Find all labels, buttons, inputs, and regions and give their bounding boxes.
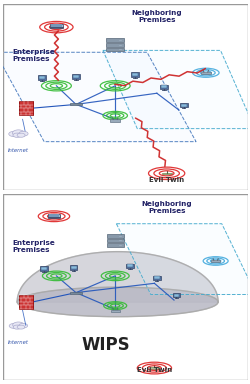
FancyBboxPatch shape [49, 214, 59, 217]
FancyBboxPatch shape [106, 43, 124, 47]
FancyBboxPatch shape [174, 294, 179, 297]
FancyBboxPatch shape [154, 276, 160, 279]
Ellipse shape [13, 133, 21, 137]
FancyBboxPatch shape [70, 103, 82, 105]
Ellipse shape [13, 322, 24, 328]
FancyBboxPatch shape [162, 173, 172, 174]
FancyBboxPatch shape [2, 4, 248, 190]
Text: Evil Twin: Evil Twin [149, 177, 184, 183]
Text: Enterprise
Premises: Enterprise Premises [12, 48, 55, 61]
FancyBboxPatch shape [40, 266, 48, 271]
FancyBboxPatch shape [201, 72, 211, 74]
FancyBboxPatch shape [38, 75, 46, 80]
FancyBboxPatch shape [70, 292, 82, 294]
FancyBboxPatch shape [107, 234, 124, 238]
FancyBboxPatch shape [106, 48, 124, 51]
FancyBboxPatch shape [180, 103, 188, 108]
FancyBboxPatch shape [110, 119, 120, 122]
Text: Evil Twin: Evil Twin [137, 367, 172, 373]
FancyBboxPatch shape [2, 194, 248, 380]
Ellipse shape [19, 323, 28, 328]
FancyBboxPatch shape [160, 84, 168, 89]
Text: WIPS: WIPS [81, 336, 130, 354]
FancyBboxPatch shape [41, 267, 47, 270]
FancyBboxPatch shape [38, 76, 45, 79]
FancyBboxPatch shape [127, 264, 133, 267]
Polygon shape [17, 252, 218, 302]
FancyBboxPatch shape [70, 265, 78, 270]
Text: Neighboring
Premises: Neighboring Premises [132, 10, 182, 23]
FancyBboxPatch shape [173, 293, 180, 297]
FancyBboxPatch shape [161, 85, 167, 88]
Ellipse shape [12, 130, 24, 136]
FancyBboxPatch shape [131, 73, 139, 77]
FancyBboxPatch shape [153, 276, 160, 280]
Ellipse shape [9, 323, 19, 328]
Ellipse shape [17, 325, 25, 329]
FancyBboxPatch shape [107, 239, 124, 242]
FancyBboxPatch shape [150, 367, 159, 369]
Text: Enterprise
Premises: Enterprise Premises [12, 240, 55, 253]
FancyBboxPatch shape [72, 74, 80, 79]
Text: Internet: Internet [8, 339, 29, 344]
Ellipse shape [13, 325, 21, 329]
Ellipse shape [19, 131, 28, 136]
FancyBboxPatch shape [211, 260, 220, 262]
FancyBboxPatch shape [48, 214, 60, 217]
FancyBboxPatch shape [126, 263, 134, 268]
FancyBboxPatch shape [106, 38, 124, 42]
Polygon shape [0, 52, 196, 142]
FancyBboxPatch shape [70, 266, 76, 269]
Ellipse shape [17, 133, 25, 137]
FancyBboxPatch shape [19, 295, 32, 309]
FancyBboxPatch shape [50, 27, 62, 28]
FancyBboxPatch shape [181, 104, 187, 107]
Polygon shape [116, 224, 250, 295]
FancyBboxPatch shape [110, 310, 120, 311]
FancyBboxPatch shape [51, 24, 62, 27]
FancyBboxPatch shape [132, 73, 138, 76]
Ellipse shape [17, 287, 218, 317]
Text: Neighboring
Premises: Neighboring Premises [141, 201, 192, 214]
Polygon shape [103, 50, 250, 129]
Ellipse shape [9, 131, 19, 137]
FancyBboxPatch shape [73, 75, 79, 78]
Text: Internet: Internet [8, 147, 29, 152]
FancyBboxPatch shape [19, 101, 32, 115]
FancyBboxPatch shape [48, 217, 60, 218]
FancyBboxPatch shape [50, 23, 62, 27]
FancyBboxPatch shape [107, 243, 124, 247]
